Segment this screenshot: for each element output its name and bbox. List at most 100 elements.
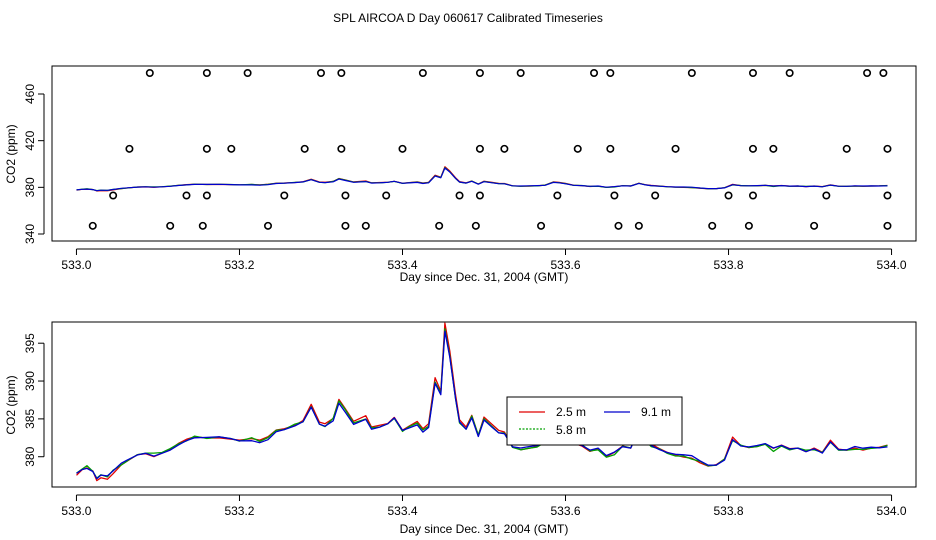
y-tick-label: 380 <box>23 446 37 466</box>
calibration-point <box>879 69 888 78</box>
calibration-point <box>202 144 211 153</box>
series-lines-bottom <box>76 322 888 482</box>
y-tick-label: 340 <box>23 224 37 244</box>
calibration-point <box>671 144 680 153</box>
calibration-point <box>537 221 546 230</box>
x-tick-label: 533.2 <box>224 504 254 518</box>
calibration-point <box>785 69 794 78</box>
calibration-point <box>810 221 819 230</box>
calibration-point <box>606 69 615 78</box>
calibration-point <box>687 69 696 78</box>
calibration-point <box>651 191 660 200</box>
calibration-point <box>614 221 623 230</box>
panel-bottom: 533.0 533.2 533.4 533.6 533.8 534.0 380 385 390… <box>4 321 917 536</box>
calibration-point <box>198 221 207 230</box>
y-axis-bottom: 380 385 390 395 <box>23 333 45 467</box>
calibration-point <box>590 69 599 78</box>
x-tick-label: 533.6 <box>550 258 580 272</box>
y-tick-label: 460 <box>23 84 37 104</box>
calibration-point <box>341 221 350 230</box>
x-axis-label-bottom: Day since Dec. 31, 2004 (GMT) <box>400 522 569 536</box>
calibration-point <box>748 144 757 153</box>
calibration-point <box>610 191 619 200</box>
x-tick-label: 533.0 <box>61 258 91 272</box>
legend-label-2-5m: 2.5 m <box>556 405 586 419</box>
y-axis-label-top: CO2 (ppm) <box>4 124 18 183</box>
x-axis-top: 533.0 533.2 533.4 533.6 533.8 534.0 <box>61 248 907 272</box>
y-tick-label: 390 <box>23 371 37 391</box>
calibration-point <box>748 69 757 78</box>
calibration-point <box>145 69 154 78</box>
y-axis-label-bottom: CO2 (ppm) <box>4 375 18 434</box>
series-line-top-5-8-m <box>76 167 888 192</box>
calibration-point <box>337 69 346 78</box>
calibration-point <box>316 69 325 78</box>
x-tick-label: 533.0 <box>61 504 91 518</box>
calibration-point <box>202 69 211 78</box>
calibration-point <box>435 221 444 230</box>
calibration-point <box>744 221 753 230</box>
calibration-point <box>337 144 346 153</box>
plot-frame-bottom <box>51 321 917 488</box>
calibration-point <box>418 69 427 78</box>
x-tick-label: 533.6 <box>550 504 580 518</box>
y-tick-label: 395 <box>23 333 37 353</box>
calibration-point <box>708 221 717 230</box>
plot-frame-top <box>51 65 917 242</box>
series-line-top-9-1-m <box>76 167 888 192</box>
x-tick-label: 534.0 <box>877 258 907 272</box>
x-axis-bottom: 533.0 533.2 533.4 533.6 533.8 534.0 <box>61 494 907 518</box>
series-line-5-8-m <box>76 328 888 479</box>
legend-box <box>506 396 683 446</box>
panel-top: 533.0 533.2 533.4 533.6 533.8 534.0 340 380 420… <box>4 65 917 284</box>
calibration-point <box>883 221 892 230</box>
calibration-point <box>455 191 464 200</box>
calibration-point <box>125 144 134 153</box>
calibration-point <box>166 221 175 230</box>
calibration-point <box>182 191 191 200</box>
calibration-point <box>361 221 370 230</box>
calibration-point <box>822 191 831 200</box>
x-axis-label-top: Day since Dec. 31, 2004 (GMT) <box>400 270 569 284</box>
calibration-point <box>243 69 252 78</box>
calibration-point <box>842 144 851 153</box>
calibration-point <box>382 191 391 200</box>
x-tick-label: 533.8 <box>714 504 744 518</box>
calibration-point <box>341 191 350 200</box>
calibration-point <box>748 191 757 200</box>
calibration-point <box>475 191 484 200</box>
y-axis-top: 340 380 420 460 <box>23 84 45 244</box>
calibration-point <box>227 144 236 153</box>
calibration-point <box>475 144 484 153</box>
calibration-point <box>634 221 643 230</box>
series-line-2-5-m <box>76 322 888 482</box>
calibration-point <box>724 191 733 200</box>
x-tick-label: 533.8 <box>714 258 744 272</box>
calibration-point <box>883 144 892 153</box>
x-tick-label: 533.4 <box>387 258 417 272</box>
calibration-point <box>109 191 118 200</box>
series-line-top-2-5-m <box>76 166 888 192</box>
calibration-point <box>263 221 272 230</box>
legend: 2.5 m 9.1 m 5.8 m <box>506 396 683 446</box>
calibration-point <box>300 144 309 153</box>
calibration-point <box>202 191 211 200</box>
calibration-point <box>88 221 97 230</box>
calibration-point <box>883 191 892 200</box>
y-tick-label: 420 <box>23 130 37 150</box>
calibration-point <box>553 191 562 200</box>
figure-title: SPL AIRCOA D Day 060617 Calibrated Times… <box>333 11 603 25</box>
calibration-point <box>471 221 480 230</box>
calibration-point <box>516 69 525 78</box>
calibration-point <box>280 191 289 200</box>
calibration-point <box>863 69 872 78</box>
x-tick-label: 533.4 <box>387 504 417 518</box>
series-line-9-1-m <box>76 330 888 480</box>
calibration-point <box>500 144 509 153</box>
calibration-point <box>606 144 615 153</box>
calibration-point <box>769 144 778 153</box>
calibration-point <box>398 144 407 153</box>
legend-label-9-1m: 9.1 m <box>641 405 671 419</box>
calibration-point <box>573 144 582 153</box>
